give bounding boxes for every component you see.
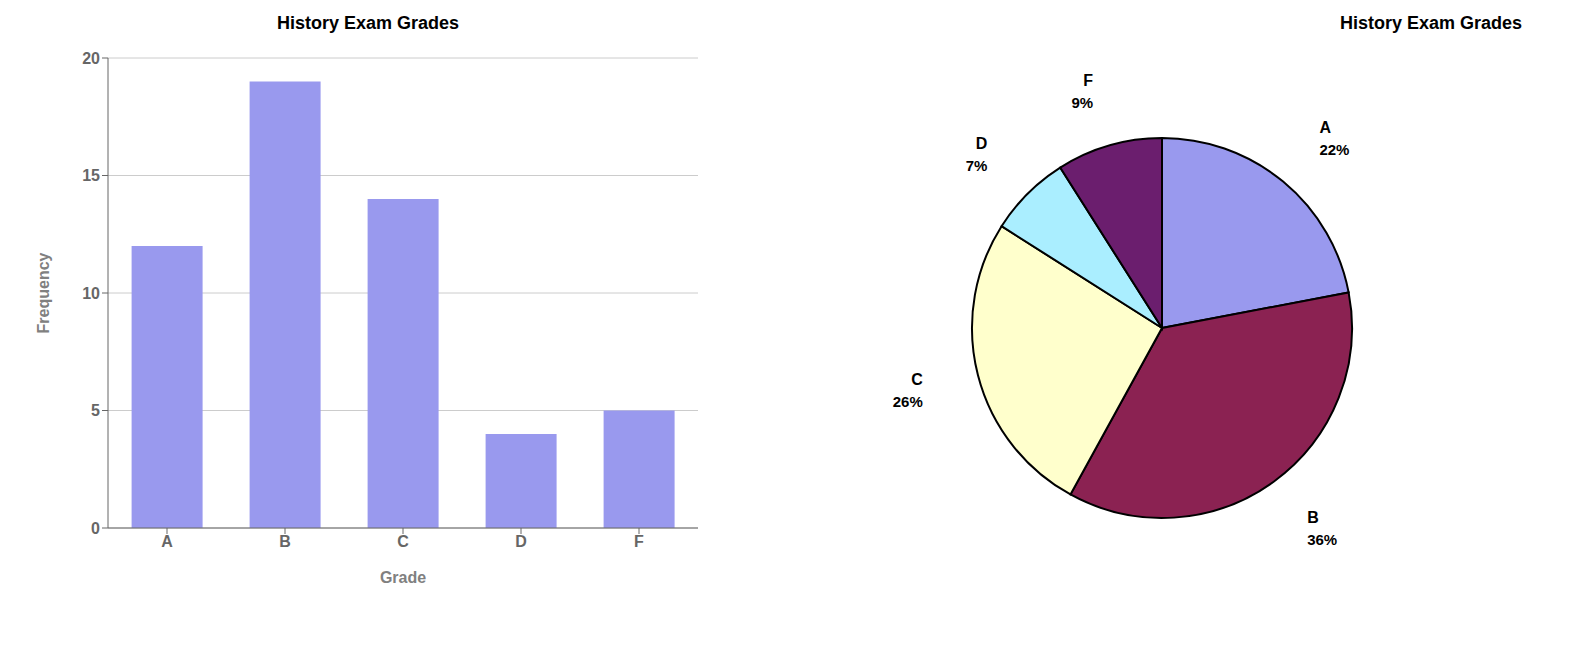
svg-text:5: 5 <box>91 402 100 419</box>
svg-text:A: A <box>161 533 173 550</box>
svg-text:D: D <box>515 533 527 550</box>
svg-text:D: D <box>976 135 988 152</box>
svg-text:A: A <box>1319 119 1331 136</box>
svg-text:7%: 7% <box>966 157 988 174</box>
svg-text:9%: 9% <box>1071 94 1093 111</box>
svg-text:B: B <box>1307 509 1319 526</box>
html-text:History Exam Grades: History Exam Grades <box>1339 13 1522 33</box>
html-text:History Exam Grades: History Exam Grades <box>277 13 459 33</box>
svg-text:0: 0 <box>91 520 100 537</box>
svg-text:15: 15 <box>82 167 100 184</box>
svg-text:20: 20 <box>82 50 100 67</box>
svg-text:F: F <box>634 533 644 550</box>
svg-text:Frequency: Frequency <box>35 252 52 333</box>
svg-text:B: B <box>279 533 291 550</box>
svg-text:Grade: Grade <box>380 569 426 586</box>
svg-text:10: 10 <box>82 285 100 302</box>
svg-text:F: F <box>1083 72 1093 89</box>
svg-text:26%: 26% <box>893 393 923 410</box>
svg-text:C: C <box>911 371 923 388</box>
svg-text:C: C <box>397 533 409 550</box>
svg-text:22%: 22% <box>1319 141 1349 158</box>
svg-text:36%: 36% <box>1307 531 1337 548</box>
